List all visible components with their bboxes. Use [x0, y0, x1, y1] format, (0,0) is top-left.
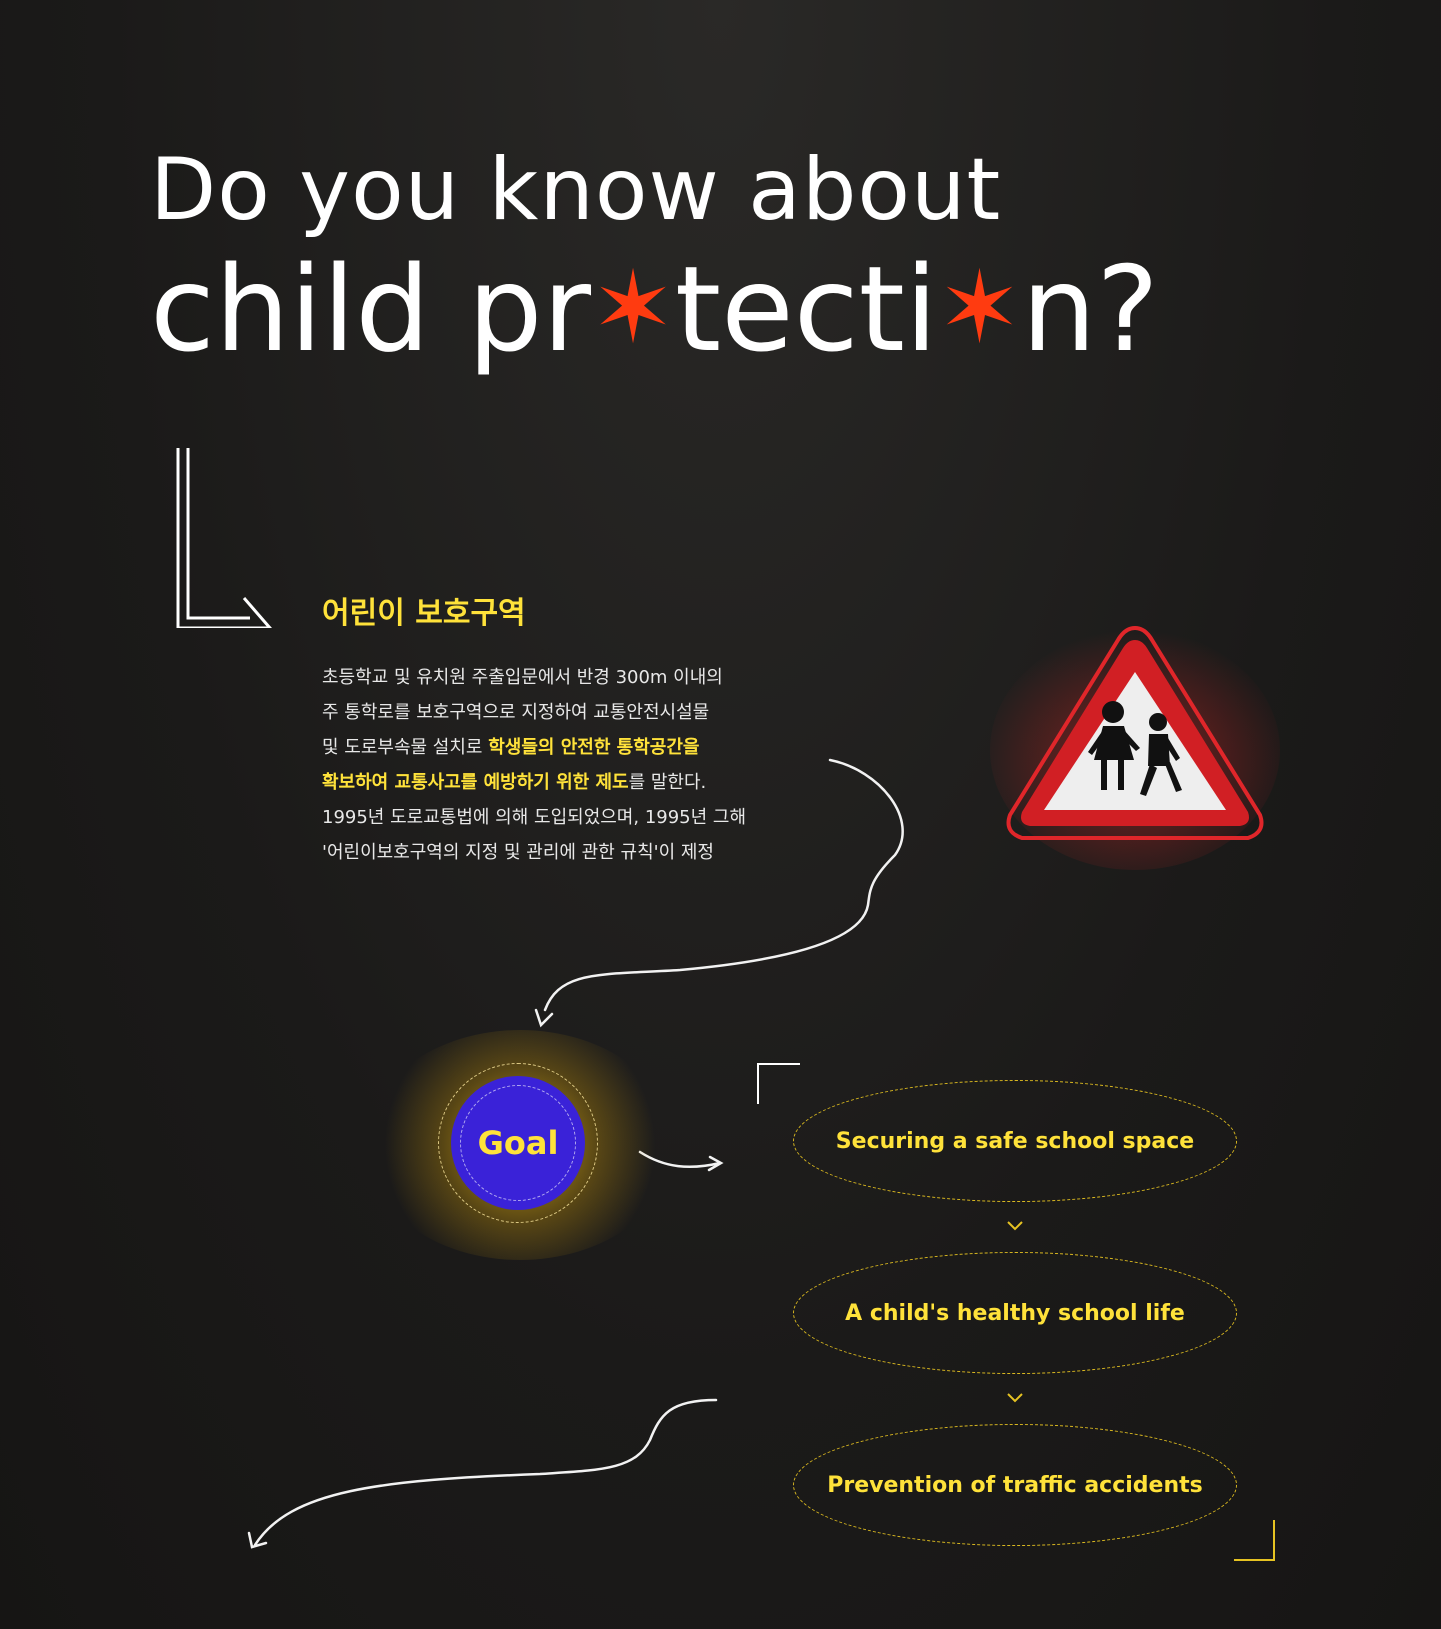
body-line: 주 통학로를 보호구역으로 지정하여 교통안전시설물 [322, 695, 792, 730]
highlight-text: 학생들의 안전한 통학공간을 [488, 737, 700, 758]
title-part-1: child pr [150, 240, 592, 378]
l-corner-arrow-icon [176, 448, 272, 628]
body-text-segment: 를 말한다. [628, 772, 707, 793]
asterisk-star-icon: ✶ [591, 249, 675, 366]
chevron-down-icon [1007, 1221, 1023, 1231]
goal-item-3: Prevention of traffic accidents [793, 1424, 1237, 1546]
title-line-1: Do you know about [150, 140, 1002, 240]
body-text-segment: 주 통학로를 보호구역으로 지정하여 교통안전시설물 [322, 702, 710, 723]
goal-item-1: Securing a safe school space [793, 1080, 1237, 1202]
body-line: 확보하여 교통사고를 예방하기 위한 제도를 말한다. [322, 765, 792, 800]
body-line: '어린이보호구역의 지정 및 관리에 관한 규칙'이 제정 [322, 835, 792, 870]
body-text-segment: 및 도로부속물 설치로 [322, 737, 489, 758]
asterisk-star-icon: ✶ [937, 249, 1022, 366]
goal-outer-ring [438, 1063, 598, 1223]
body-text-segment: 1995년 도로교통법에 의해 도입되었으며, 1995년 그해 [322, 807, 747, 828]
goal-label: Goal [477, 1124, 559, 1162]
highlight-text: 확보하여 교통사고를 예방하기 위한 제도 [322, 772, 629, 793]
body-text-segment: 초등학교 및 유치원 주출입문에서 반경 300m 이내의 [322, 667, 723, 688]
title-part-2: tecti [674, 240, 938, 378]
goal-inner-ring [460, 1085, 576, 1201]
chevron-down-icon [1007, 1393, 1023, 1403]
bracket-bottom-right [1234, 1520, 1275, 1561]
children-crossing-warning-sign-icon [990, 625, 1280, 870]
title-part-3: n? [1021, 240, 1159, 378]
title-line-2: child pr✶tecti✶n? [150, 250, 1159, 368]
body-line: 초등학교 및 유치원 주출입문에서 반경 300m 이내의 [322, 660, 792, 695]
goal-item-2: A child's healthy school life [793, 1252, 1237, 1374]
bracket-top-left [757, 1063, 800, 1104]
section-heading: 어린이 보호구역 [322, 596, 526, 631]
body-text-segment: '어린이보호구역의 지정 및 관리에 관한 규칙'이 제정 [322, 842, 714, 863]
body-line: 및 도로부속물 설치로 학생들의 안전한 통학공간을 [322, 730, 792, 765]
body-line: 1995년 도로교통법에 의해 도입되었으며, 1995년 그해 [322, 800, 792, 835]
